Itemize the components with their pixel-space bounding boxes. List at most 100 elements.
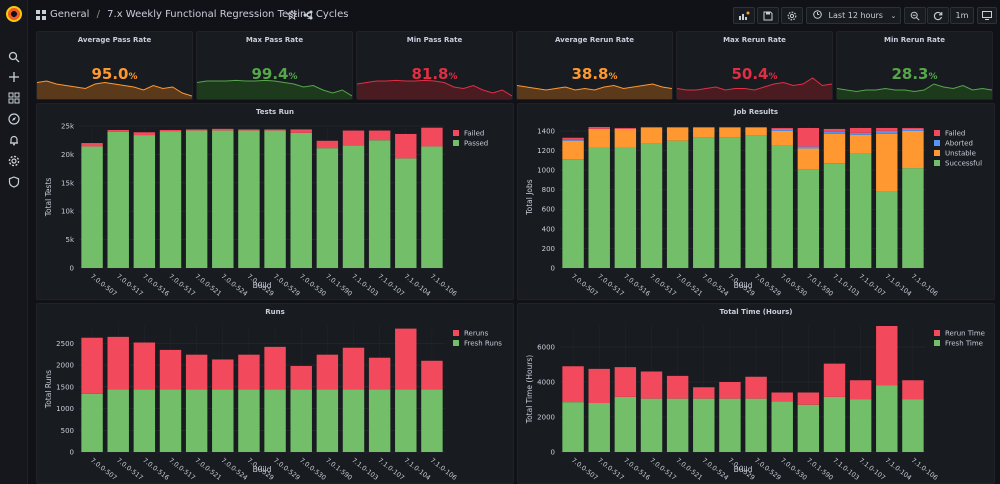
bar-segment-rerun-time[interactable] <box>719 382 741 399</box>
stat-panel[interactable]: Average Pass Rate 95.0% <box>36 31 193 100</box>
bar-segment-failed[interactable] <box>823 128 846 132</box>
bar-segment-aborted[interactable] <box>771 128 793 131</box>
bar-segment-passed[interactable] <box>342 145 365 268</box>
search-icon[interactable] <box>8 51 20 63</box>
bar-segment-failed[interactable] <box>395 133 417 159</box>
bar-segment-fresh-runs[interactable] <box>212 389 234 452</box>
chart-panel[interactable]: Job Results 0 200 400 600 800 1000 1200 1400 Tota… <box>517 103 995 300</box>
bar-segment-passed[interactable] <box>290 132 312 268</box>
bar-segment-rerun-time[interactable] <box>693 387 715 399</box>
bar-segment-unstable[interactable] <box>614 128 637 148</box>
bar-segment-passed[interactable] <box>133 135 156 268</box>
bar-segment-failed[interactable] <box>316 140 339 149</box>
bar-segment-failed[interactable] <box>745 126 767 128</box>
settings-icon[interactable] <box>8 155 20 167</box>
legend-label[interactable]: Reruns <box>464 330 489 338</box>
bar-segment-reruns[interactable] <box>421 360 443 390</box>
bar-segment-reruns[interactable] <box>264 346 286 390</box>
bar-segment-fresh-runs[interactable] <box>290 389 312 452</box>
bar-segment-fresh-time[interactable] <box>719 398 741 452</box>
bar-segment-passed[interactable] <box>264 130 286 268</box>
plus-icon[interactable] <box>8 71 20 83</box>
bar-segment-reruns[interactable] <box>107 336 129 390</box>
bar-segment-passed[interactable] <box>81 146 103 268</box>
add-panel-button[interactable] <box>733 7 755 24</box>
panel-title[interactable]: Tests Run <box>255 108 295 116</box>
bar-segment-unstable[interactable] <box>823 133 846 164</box>
bar-segment-failed[interactable] <box>81 143 103 147</box>
bar-segment-failed[interactable] <box>133 132 156 136</box>
bar-segment-fresh-runs[interactable] <box>133 389 156 452</box>
bar-segment-failed[interactable] <box>159 129 182 132</box>
bar-segment-failed[interactable] <box>264 129 286 131</box>
bar-segment-failed[interactable] <box>107 129 129 132</box>
bar-segment-fresh-runs[interactable] <box>316 389 339 452</box>
bar-segment-passed[interactable] <box>212 130 234 268</box>
bar-segment-unstable[interactable] <box>902 130 924 169</box>
bar-segment-rerun-time[interactable] <box>876 326 898 386</box>
dashboard-title[interactable]: 7.x Weekly Functional Regression Testing… <box>107 9 349 20</box>
stat-panel[interactable]: Min Pass Rate 81.8% <box>356 31 513 100</box>
panel-title[interactable]: Min Pass Rate <box>406 36 463 44</box>
chart-panel[interactable]: Tests Run 0 5k 10k 15k 20k 25k Total Tests 7.0.0… <box>36 103 514 300</box>
bar-segment-unstable[interactable] <box>876 133 898 192</box>
bar-segment-successful[interactable] <box>771 145 793 268</box>
star-icon[interactable] <box>286 9 298 23</box>
bar-segment-passed[interactable] <box>238 130 260 268</box>
bar-segment-successful[interactable] <box>876 191 898 268</box>
bar-segment-rerun-time[interactable] <box>823 363 846 397</box>
breadcrumb-folder[interactable]: General <box>50 9 90 20</box>
shield-icon[interactable] <box>8 176 20 188</box>
panel-title[interactable]: Average Pass Rate <box>77 36 152 44</box>
bar-segment-failed[interactable] <box>290 129 312 133</box>
bar-segment-reruns[interactable] <box>395 328 417 390</box>
bar-segment-aborted[interactable] <box>823 131 846 134</box>
bar-segment-rerun-time[interactable] <box>666 375 689 399</box>
bar-segment-failed[interactable] <box>614 127 637 129</box>
bar-segment-successful[interactable] <box>745 135 767 268</box>
chart-panel[interactable]: Total Time (Hours) 0 2000 4000 6000 Total Tim… <box>517 303 995 484</box>
panel-title[interactable]: Max Rerun Rate <box>723 36 786 44</box>
bar-segment-rerun-time[interactable] <box>588 368 610 403</box>
bar-segment-failed[interactable] <box>771 127 793 129</box>
bar-segment-successful[interactable] <box>640 143 663 268</box>
stat-panel[interactable]: Max Pass Rate 99.4% <box>196 31 353 100</box>
bar-segment-fresh-runs[interactable] <box>185 389 208 452</box>
panel-title[interactable]: Average Rerun Rate <box>554 36 635 44</box>
bar-segment-reruns[interactable] <box>185 354 208 390</box>
bar-segment-unstable[interactable] <box>666 127 689 141</box>
panel-title[interactable]: Total Time (Hours) <box>719 308 793 316</box>
legend-label[interactable]: Fresh Runs <box>464 340 502 348</box>
bar-segment-successful[interactable] <box>719 137 741 268</box>
bar-segment-unstable[interactable] <box>640 127 663 144</box>
bar-segment-failed[interactable] <box>212 128 234 131</box>
bar-segment-rerun-time[interactable] <box>562 366 584 403</box>
share-icon[interactable] <box>303 10 313 23</box>
bar-segment-fresh-runs[interactable] <box>395 389 417 452</box>
stat-panel[interactable]: Average Rerun Rate 38.8% <box>516 31 673 100</box>
bar-segment-reruns[interactable] <box>316 354 339 390</box>
bar-segment-aborted[interactable] <box>797 146 820 149</box>
alerting-icon[interactable] <box>8 134 20 146</box>
bar-segment-rerun-time[interactable] <box>902 380 924 400</box>
bar-segment-failed[interactable] <box>421 127 443 147</box>
refresh-interval-picker[interactable]: 1m <box>950 7 974 24</box>
bar-segment-fresh-time[interactable] <box>745 398 767 452</box>
bar-segment-fresh-time[interactable] <box>693 398 715 452</box>
bar-segment-aborted[interactable] <box>876 130 898 134</box>
bar-segment-fresh-time[interactable] <box>823 396 846 452</box>
bar-segment-unstable[interactable] <box>849 134 872 154</box>
bar-segment-rerun-time[interactable] <box>797 392 820 405</box>
bar-segment-fresh-time[interactable] <box>771 401 793 452</box>
bar-segment-rerun-time[interactable] <box>614 367 637 397</box>
bar-segment-rerun-time[interactable] <box>745 376 767 399</box>
bar-segment-aborted[interactable] <box>849 132 872 135</box>
bar-segment-aborted[interactable] <box>562 139 584 141</box>
chart-panel[interactable]: Runs 0 500 1000 1500 2000 2500 Total Runs 7.0.0-… <box>36 303 514 484</box>
bar-segment-fresh-runs[interactable] <box>159 389 182 452</box>
bar-segment-reruns[interactable] <box>159 349 182 390</box>
bar-segment-unstable[interactable] <box>745 127 767 136</box>
refresh-button[interactable] <box>927 7 949 24</box>
bar-segment-aborted[interactable] <box>902 128 924 131</box>
bar-segment-fresh-time[interactable] <box>849 399 872 453</box>
